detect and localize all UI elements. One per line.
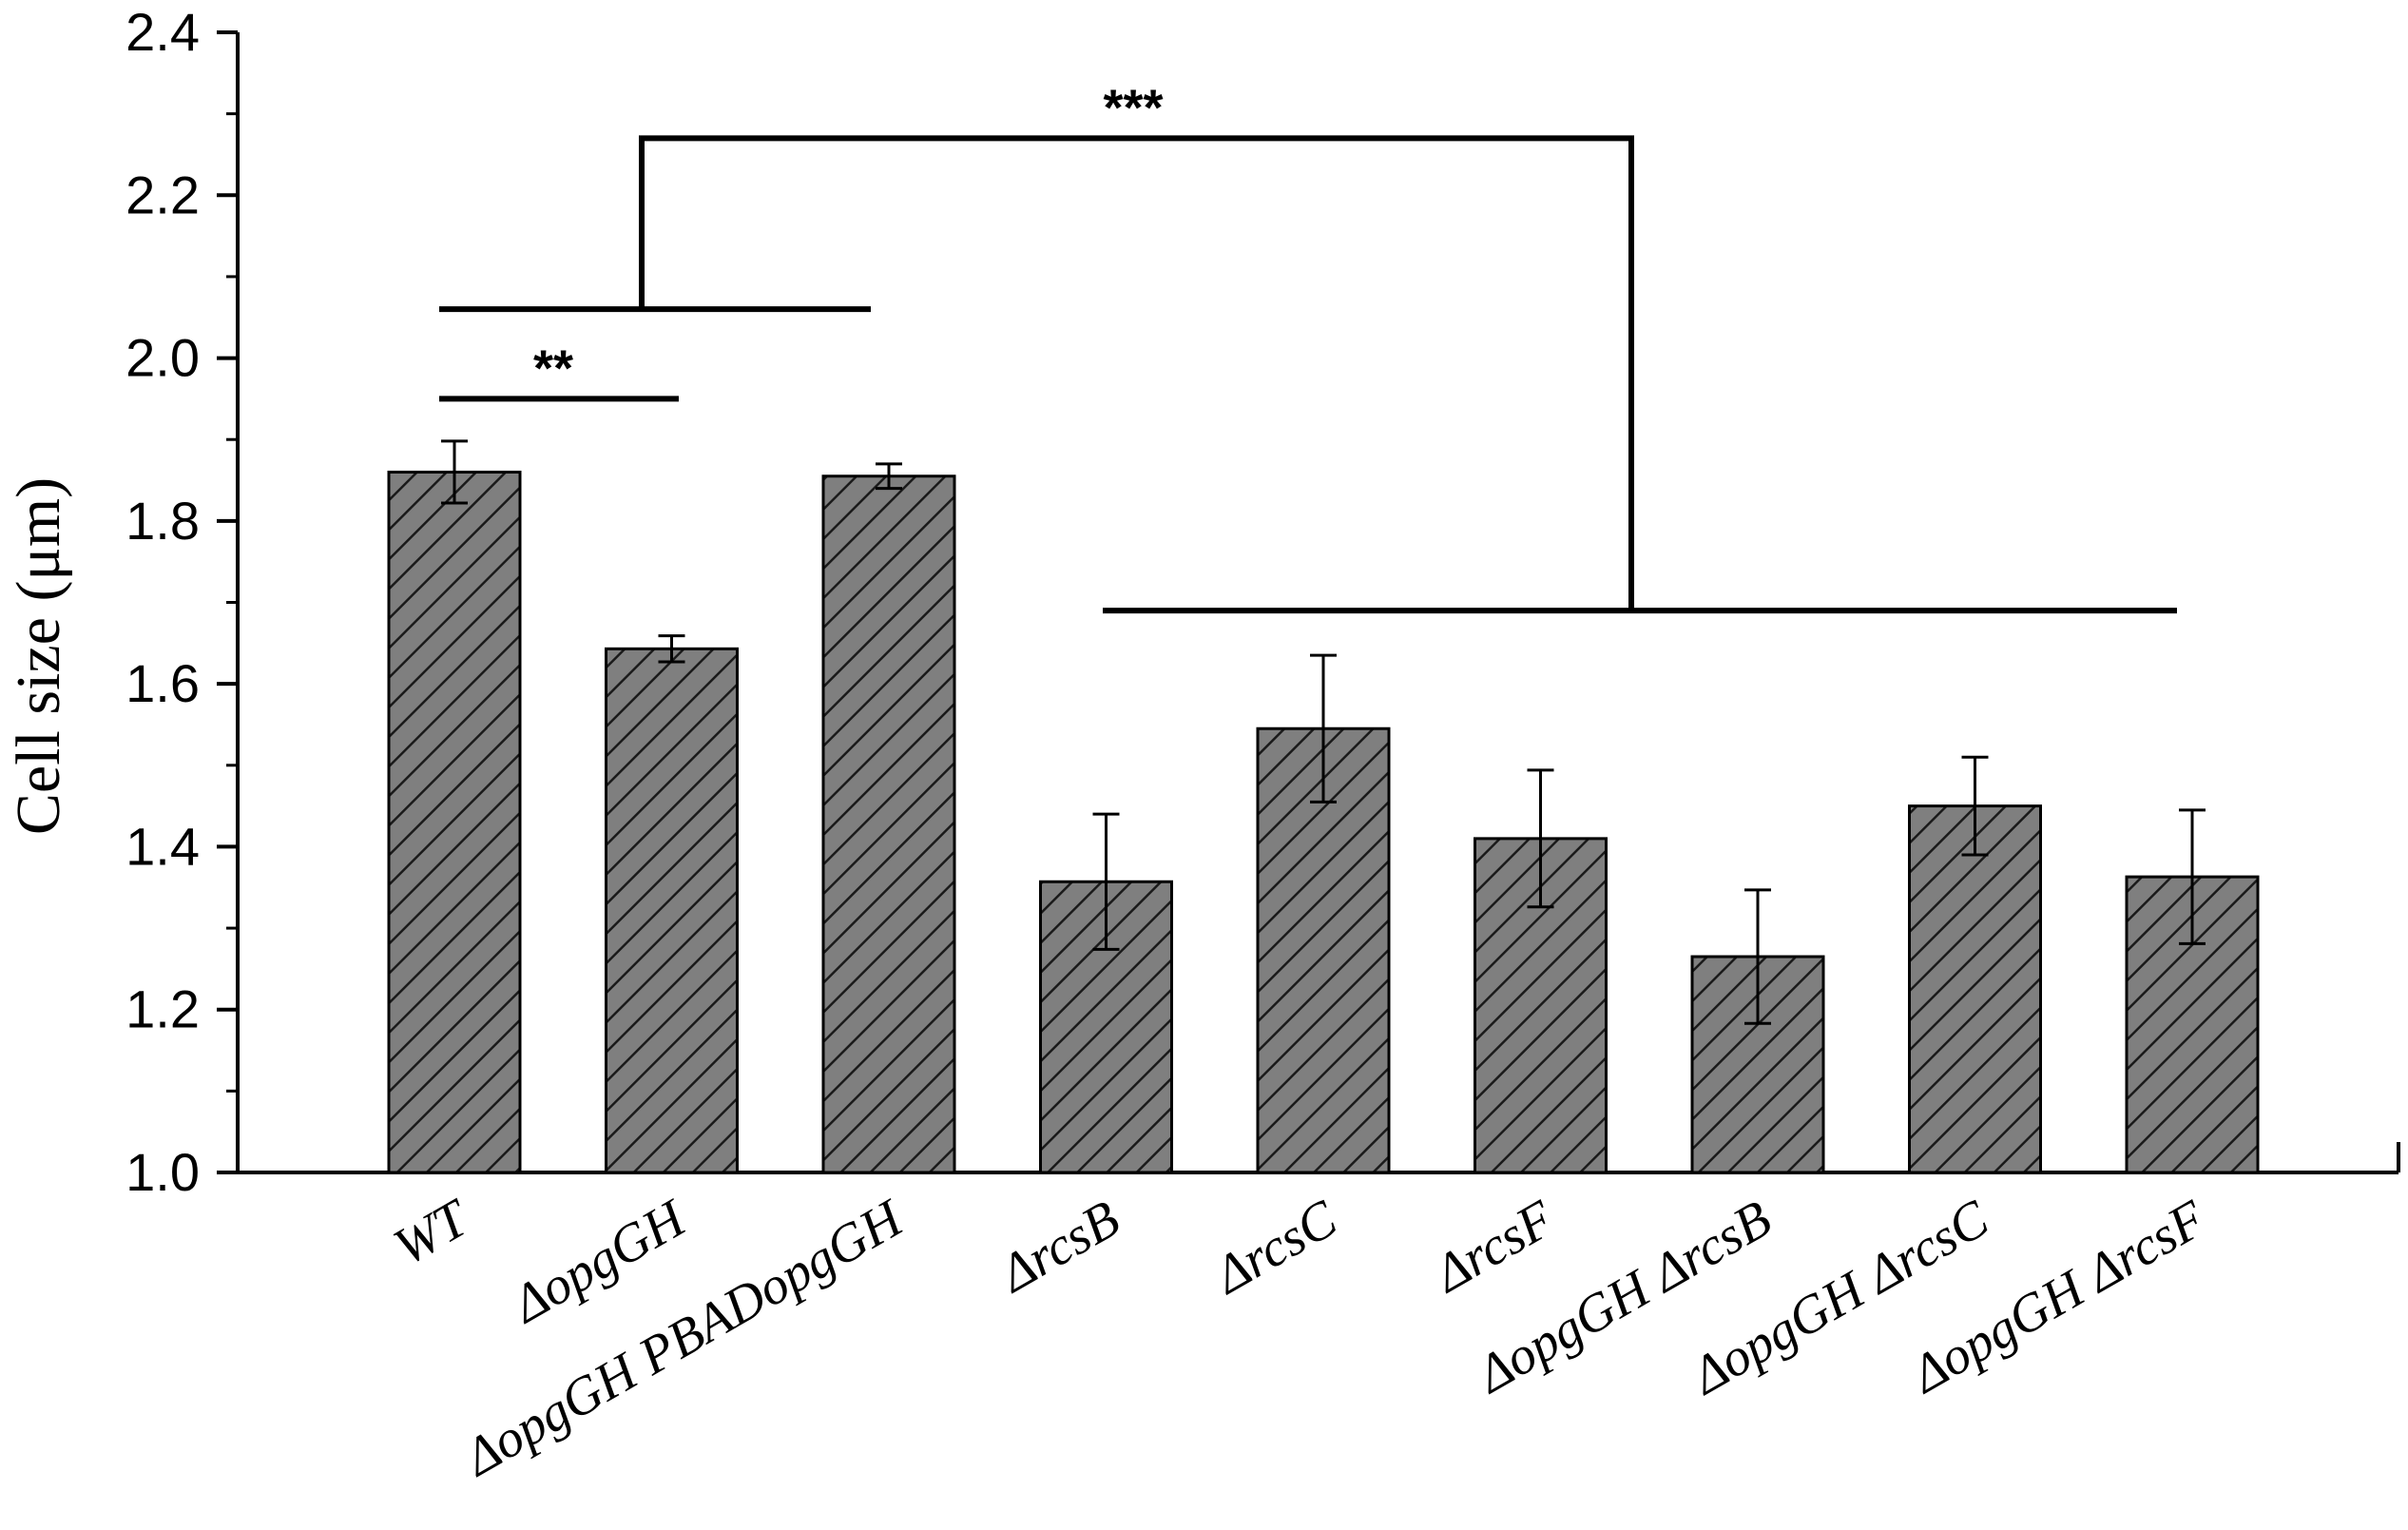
x-tick-label: ΔrcsC <box>1203 1189 1347 1306</box>
significance-label: *** <box>1103 79 1163 136</box>
bar <box>1908 804 2042 1174</box>
x-tick-label: ΔrcsB <box>989 1190 1129 1305</box>
x-tick-label: WT <box>384 1188 481 1278</box>
significance-brackets: ***** <box>439 79 2177 614</box>
y-tick-label: 2.2 <box>125 165 200 224</box>
bar <box>605 647 739 1174</box>
y-tick-label: 2.0 <box>125 328 200 388</box>
x-tick-label: ΔrcsF <box>1423 1189 1565 1305</box>
y-tick-label: 1.8 <box>125 491 200 551</box>
bar <box>387 470 522 1174</box>
y-axis-title: Cell size (μm) <box>4 477 73 835</box>
y-axis: 1.0 1.2 1.4 1.6 1.8 2.0 2.2 2.4 <box>125 2 240 1202</box>
y-tick-label: 1.6 <box>125 653 200 713</box>
significance-label: ** <box>533 339 573 397</box>
bracket-triple-star <box>639 135 1634 611</box>
y-tick-label: 1.0 <box>125 1142 200 1202</box>
y-tick-label: 2.4 <box>125 2 200 62</box>
bar <box>821 474 956 1174</box>
y-tick-label: 1.2 <box>125 979 200 1039</box>
error-bars <box>441 439 2206 1025</box>
bars <box>387 470 2260 1174</box>
y-tick-label: 1.4 <box>125 816 200 876</box>
